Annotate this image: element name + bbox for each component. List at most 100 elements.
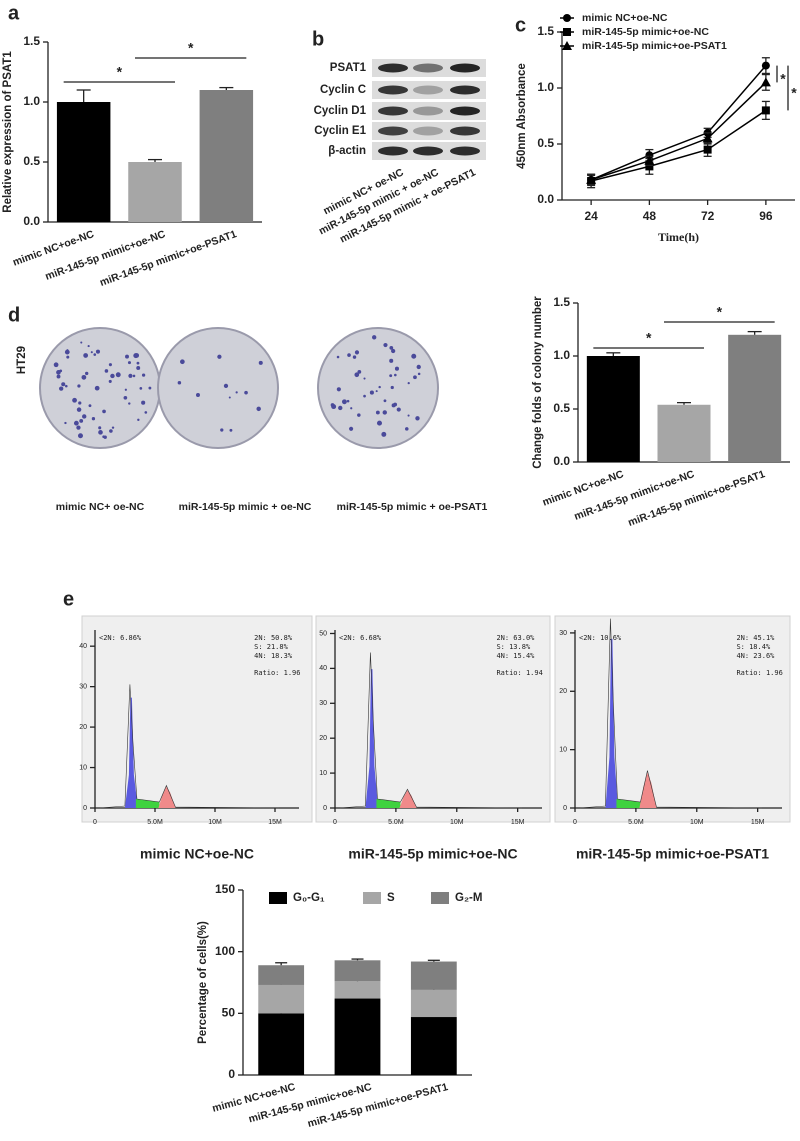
legend-label: G₀-G₁ [293, 892, 325, 904]
colony [77, 384, 81, 388]
x-tick-label: 15M [511, 819, 525, 826]
marker [703, 145, 712, 154]
legend-swatch [269, 892, 287, 904]
colony [82, 414, 87, 419]
y-tick-label: 0.5 [23, 154, 40, 168]
blot-band [378, 63, 408, 73]
y-tick-label: 100 [215, 944, 235, 958]
x-tick-label: 72 [701, 209, 715, 223]
dish [157, 327, 279, 449]
blot-row-label: Cyclin D1 [314, 105, 367, 117]
marker [645, 151, 654, 160]
series-line [590, 81, 767, 181]
panel-label: e [63, 588, 74, 610]
colony [148, 386, 152, 390]
g2-peak [399, 790, 417, 808]
bar [657, 404, 711, 462]
colony [76, 425, 81, 430]
y-tick-label: 50 [319, 630, 327, 637]
colony [94, 385, 100, 391]
y-tick-label: 0 [563, 805, 567, 812]
blot-band [378, 126, 408, 136]
y-tick-label: 50 [222, 1006, 236, 1020]
colony [391, 348, 396, 354]
x-tick-label: 24 [584, 209, 598, 223]
flow-outline [339, 652, 523, 809]
colony [405, 427, 409, 431]
flow-stat: 4N: 15.4% [496, 652, 535, 660]
colony [394, 366, 399, 371]
flow-title: miR-145-5p mimic+oe-PSAT1 [576, 846, 769, 862]
colony [59, 369, 63, 373]
flow-outline [99, 684, 280, 809]
y-tick-label: 1.5 [553, 295, 570, 309]
blot-band [413, 146, 443, 156]
x-tick-label: 10M [208, 819, 222, 826]
x-tick-label: 10M [690, 819, 704, 826]
colony [217, 354, 222, 359]
y-tick-label: 40 [79, 643, 87, 650]
marker [563, 14, 571, 22]
legend-label: miR-145-5p mimic+oe-PSAT1 [582, 40, 727, 52]
significance-label: * [188, 40, 194, 56]
colony [349, 426, 354, 431]
legend-label: S [387, 892, 395, 904]
g1-peak [124, 697, 137, 808]
flow-outline [579, 618, 763, 809]
colony [64, 349, 70, 355]
cell-line-label: HT29 [16, 346, 28, 374]
colony [369, 390, 374, 395]
colony [354, 350, 360, 355]
blot-row-label: β-actin [328, 145, 366, 157]
y-axis-label: 450nm Absorbance [516, 63, 528, 169]
bar [199, 90, 254, 222]
colony [80, 341, 83, 344]
blot-row-label: Cyclin E1 [314, 125, 366, 137]
x-tick-label: 15M [268, 819, 282, 826]
colony [411, 353, 417, 359]
marker [562, 41, 572, 50]
legend-swatch [431, 892, 449, 904]
colony [390, 385, 394, 390]
series-line [590, 109, 767, 182]
blot-band [450, 106, 480, 116]
panel-label: b [312, 28, 324, 50]
blot-band [413, 126, 443, 136]
colony [416, 364, 421, 370]
blot-band [450, 146, 480, 156]
colony [389, 358, 394, 363]
blot-band [413, 63, 443, 73]
colony [375, 390, 378, 393]
colony [363, 377, 366, 380]
bar-segment [334, 998, 381, 1075]
colony [381, 431, 387, 437]
colony [256, 406, 261, 412]
x-tick-label: 96 [759, 209, 773, 223]
colony [77, 433, 83, 439]
flow-stat: Ratio: 1.94 [496, 669, 542, 677]
colony [66, 355, 70, 359]
significance-label: * [717, 304, 723, 320]
x-tick-label: 0 [93, 819, 97, 826]
blot-band [378, 85, 408, 95]
colony [229, 428, 233, 432]
bar [586, 356, 640, 462]
colony [378, 385, 381, 389]
flow-stat: S: 13.8% [496, 643, 531, 651]
colony [336, 387, 341, 392]
blot-strip [372, 122, 486, 140]
colony [415, 416, 420, 421]
y-tick-label: 30 [319, 700, 327, 707]
y-tick-label: 150 [215, 882, 235, 896]
dish [317, 327, 439, 449]
y-tick-label: 1.5 [537, 24, 554, 38]
flow-stat: <2N: 6.68% [339, 634, 382, 642]
x-axis-label: Time(h) [658, 230, 699, 244]
flow-title: miR-145-5p mimic+oe-NC [348, 846, 517, 862]
x-tick-label: 15M [751, 819, 765, 826]
colony [417, 372, 421, 376]
colony [65, 384, 68, 388]
g2-peak [639, 772, 657, 808]
colony [64, 421, 67, 425]
flow-stat: 4N: 23.6% [736, 652, 775, 660]
